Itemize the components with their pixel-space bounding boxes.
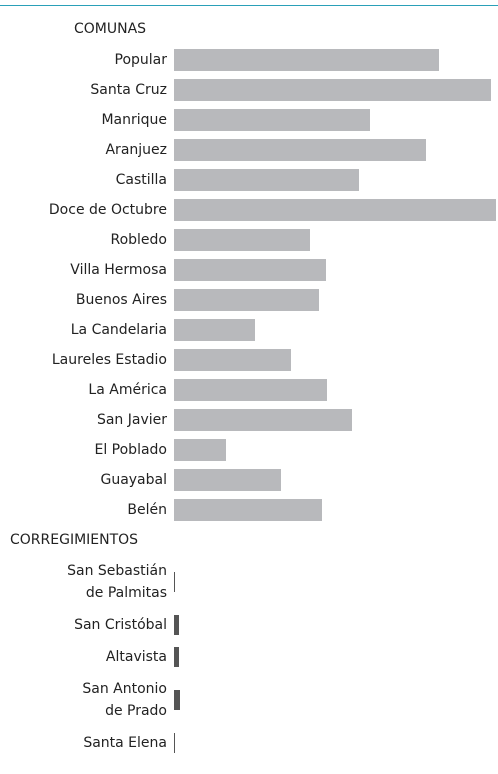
bar-row: Belén [0,495,498,525]
bar-row: San Antonio de Prado [0,673,498,727]
plot-area [174,614,498,636]
bar-row: San Sebastián de Palmitas [0,555,498,609]
plot-area [174,379,498,401]
category-label: San Javier [96,412,167,428]
bar [174,229,310,251]
bar-row: La Candelaria [0,315,498,345]
bar [174,259,326,281]
category-label: Altavista [105,649,167,665]
bar-row: Popular [0,45,498,75]
bar [174,349,291,371]
category-label: Santa Cruz [90,82,167,98]
bar-row: Santa Cruz [0,75,498,105]
category-label: Robledo [110,232,167,248]
bar-row: Santa Elena [0,727,498,759]
plot-area [174,49,498,71]
plot-area [174,439,498,461]
category-label: Laureles Estadio [51,352,167,368]
bar-row: Altavista [0,641,498,673]
bar-row: Buenos Aires [0,285,498,315]
plot-area [174,79,498,101]
bar-row: La América [0,375,498,405]
bar [174,109,370,131]
bar [174,647,179,667]
bar [174,49,439,71]
bar [174,199,496,221]
bar-row: Robledo [0,225,498,255]
plot-area [174,469,498,491]
bar [174,439,226,461]
plot-area [174,319,498,341]
bar [174,319,255,341]
bar-row: Castilla [0,165,498,195]
bar-row: Laureles Estadio [0,345,498,375]
group-heading: COMUNAS [74,21,147,37]
plot-area [174,229,498,251]
bar [174,733,175,753]
category-label: Aranjuez [105,142,167,158]
bar-row: Aranjuez [0,135,498,165]
plot-area [174,646,498,668]
plot-area [174,289,498,311]
header-rule [0,5,498,6]
bar-row: San Javier [0,405,498,435]
bar [174,169,359,191]
bar-row: Guayabal [0,465,498,495]
plot-area [174,732,498,754]
bar-row: El Poblado [0,435,498,465]
category-label: Santa Elena [83,735,167,751]
plot-area [174,349,498,371]
bar [174,690,180,710]
bar [174,139,426,161]
bar [174,499,322,521]
category-label: El Poblado [94,442,167,458]
plot-area [174,259,498,281]
rows: COMUNAS Popular Santa Cruz Manrique Aranjuez… [0,14,498,759]
plot-area [174,109,498,131]
plot-area [174,571,498,593]
category-label: Belén [127,502,167,518]
plot-area [174,199,498,221]
category-label: Buenos Aires [75,292,167,308]
group-heading: CORREGIMIENTOS [10,532,139,548]
bar [174,79,491,101]
plot-area [174,499,498,521]
bar [174,572,175,592]
bar [174,615,179,635]
category-label: Manrique [101,112,167,128]
plot-area [174,169,498,191]
bar [174,379,327,401]
category-label: La América [88,382,167,398]
bar-row: Villa Hermosa [0,255,498,285]
category-label: Castilla [115,172,167,188]
category-label: Guayabal [100,472,167,488]
bar [174,469,281,491]
category-label: Doce de Octubre [48,202,167,218]
plot-area [174,139,498,161]
category-label: San Sebastián de Palmitas [67,563,167,601]
category-label: San Cristóbal [74,617,167,633]
bar [174,409,352,431]
bar-row: Manrique [0,105,498,135]
plot-area [174,689,498,711]
bar [174,289,319,311]
category-label: La Candelaria [70,322,167,338]
bar-row: Doce de Octubre [0,195,498,225]
category-label: San Antonio de Prado [82,681,167,719]
category-label: Villa Hermosa [70,262,167,278]
bar-row: San Cristóbal [0,609,498,641]
category-label: Popular [114,52,168,68]
plot-area [174,409,498,431]
